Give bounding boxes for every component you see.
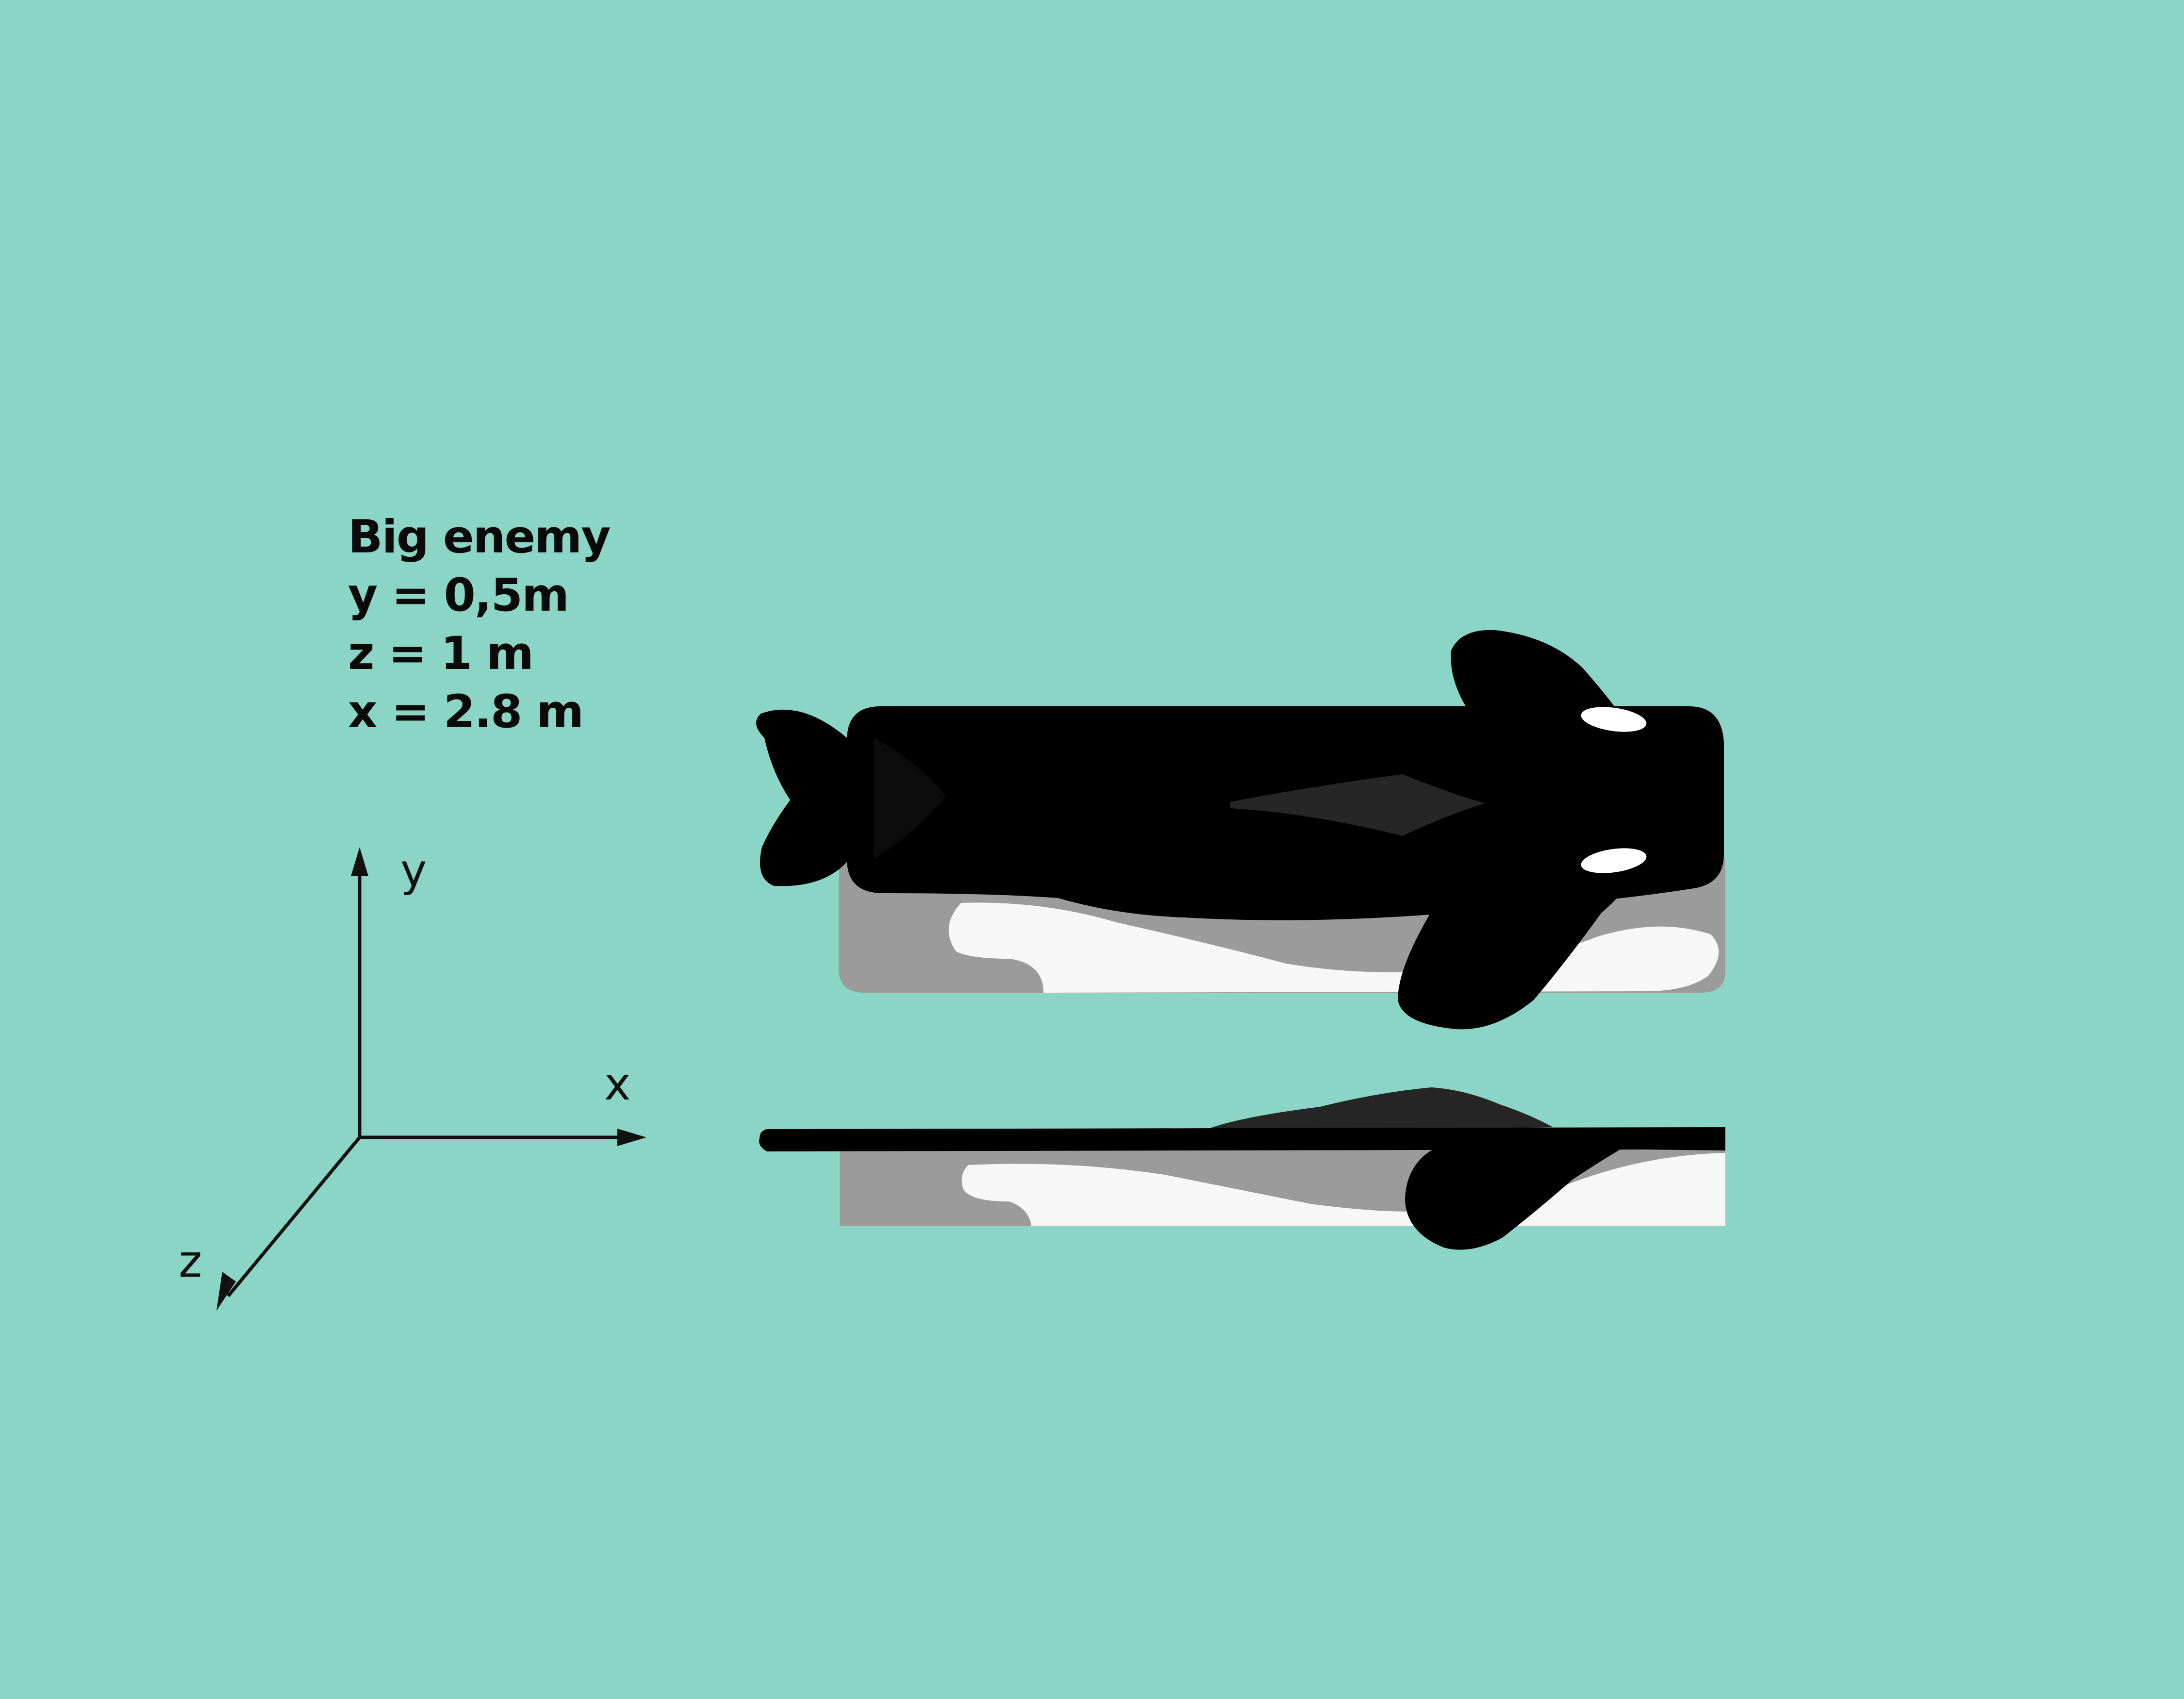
orca-eye-upper bbox=[1581, 707, 1647, 732]
orca-eye-lower bbox=[1581, 848, 1647, 873]
z-axis-line bbox=[227, 1136, 361, 1298]
lower-pectoral-fin bbox=[1398, 859, 1640, 1030]
orca-side-view bbox=[759, 1087, 1725, 1250]
orca-front-view bbox=[756, 630, 1725, 1030]
dimension-z: z = 1 m bbox=[348, 627, 534, 680]
z-axis-arrowhead bbox=[216, 1272, 236, 1311]
axes-gizmo bbox=[227, 866, 626, 1298]
axis-label-x: x bbox=[604, 1058, 630, 1110]
tail-fluke bbox=[756, 709, 849, 886]
axis-label-z: z bbox=[179, 1235, 202, 1287]
dorsal-ridge bbox=[1230, 774, 1485, 836]
side-dorsal-fin bbox=[1208, 1087, 1553, 1130]
axis-label-y: y bbox=[400, 845, 427, 897]
side-pectoral-fin bbox=[1405, 1143, 1631, 1250]
tail-shading bbox=[874, 738, 946, 859]
x-axis-arrowhead bbox=[617, 1129, 646, 1146]
dimension-y: y = 0,5m bbox=[348, 569, 569, 622]
dimension-x: x = 2.8 m bbox=[348, 685, 584, 738]
y-axis-arrowhead bbox=[351, 847, 368, 876]
diagram-title: Big enemy bbox=[348, 511, 611, 564]
upper-pectoral-fin bbox=[1451, 630, 1616, 709]
